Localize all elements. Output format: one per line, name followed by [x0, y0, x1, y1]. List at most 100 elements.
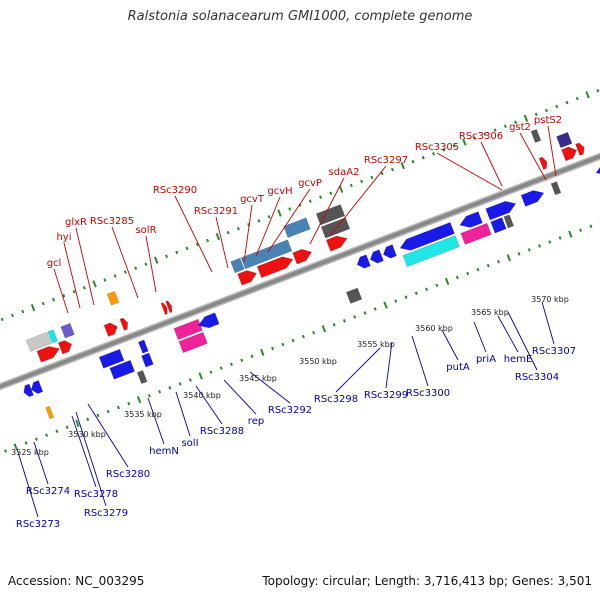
upper-tick [103, 278, 107, 282]
lower-tick [45, 433, 49, 437]
lower-gene-leader [249, 371, 291, 404]
lower-gene-leader [33, 441, 49, 485]
upper-tick [0, 317, 4, 322]
upper-tick [555, 104, 559, 109]
upper-tick [41, 301, 45, 306]
lower-gene-leader [385, 341, 393, 389]
upper-tick [432, 152, 435, 156]
lower-tick [34, 437, 38, 441]
gene-arrow [47, 329, 58, 344]
lower-gene-leader [473, 321, 487, 353]
upper-tick [349, 183, 353, 188]
lower-tick [383, 301, 388, 309]
lower-gene-label: RSc3304 [515, 372, 559, 383]
lower-gene-leader [195, 385, 223, 425]
upper-gene-leader [309, 177, 345, 245]
lower-gene-label: priA [476, 354, 496, 365]
scale-tick-label: 3540 kbp [183, 391, 221, 400]
gene-features [23, 128, 600, 420]
upper-tick [72, 290, 76, 294]
upper-tick [596, 88, 600, 93]
upper-tick [21, 309, 25, 314]
lower-gene-label: RSc3292 [268, 405, 312, 416]
lower-tick [373, 307, 377, 311]
lower-tick [444, 277, 450, 286]
lower-gene-leader [335, 347, 381, 393]
upper-gene-leader [255, 196, 281, 257]
upper-tick [390, 167, 394, 172]
upper-tick [123, 270, 127, 274]
lower-tick [363, 311, 367, 315]
lower-gene-leader [507, 311, 538, 371]
upper-tick [483, 132, 487, 136]
upper-tick [360, 179, 364, 184]
lower-tick [476, 267, 480, 272]
scale-tick-label: 3545 kbp [239, 374, 277, 383]
lower-tick [24, 441, 28, 445]
lower-tick [497, 259, 500, 264]
upper-tick [154, 256, 159, 264]
upper-gene-leader [436, 152, 503, 191]
lower-tick [178, 382, 182, 386]
gene-arrow [315, 204, 346, 226]
lower-tick [568, 230, 573, 238]
lower-tick [250, 354, 254, 359]
lower-gene-leader [75, 411, 107, 507]
lower-tick [589, 224, 593, 228]
lower-tick [65, 425, 69, 430]
lower-tick [96, 413, 100, 418]
upper-gene-label: gcvT [240, 194, 265, 205]
lower-gene-label: hemE [504, 354, 533, 365]
lower-tick [332, 323, 336, 327]
lower-tick [271, 346, 275, 351]
map-title: Ralstonia solanacearum GMI1000, complete… [127, 9, 473, 24]
gene-arrow [45, 405, 55, 420]
upper-tick [380, 171, 384, 176]
gene-arrow [23, 383, 34, 398]
lower-gene-leader [541, 301, 555, 345]
lower-tick [13, 443, 19, 451]
gene-arrow [503, 214, 515, 229]
lower-tick [127, 401, 131, 406]
lower-gene-leader [175, 391, 191, 437]
upper-tick [236, 226, 240, 231]
lower-tick [558, 236, 562, 240]
gene-arrow [538, 156, 548, 170]
lower-gene-label: RSc3298 [314, 394, 358, 405]
scale-tick-label: 3570 kbp [531, 295, 569, 304]
gene-arrow [36, 346, 60, 363]
gene-arrow [136, 370, 148, 385]
lower-tick [321, 325, 327, 333]
upper-gene-label: RSc3305 [415, 142, 459, 153]
gene-arrow [60, 322, 75, 339]
gene-arrow [138, 339, 149, 354]
upper-tick [30, 303, 36, 312]
upper-gene-leader [63, 242, 81, 309]
backbone-line [0, 154, 600, 389]
lower-tick [404, 295, 408, 299]
lower-tick [353, 315, 357, 319]
upper-tick [523, 114, 529, 122]
lower-tick [209, 370, 213, 374]
upper-gene-label: RSc3291 [194, 206, 238, 217]
upper-tick [473, 136, 477, 140]
upper-tick [215, 232, 221, 241]
upper-tick [370, 175, 374, 180]
gene-arrow [320, 217, 351, 239]
upper-gene-leader [243, 204, 253, 263]
scale-tick-label: 3530 kbp [68, 430, 106, 439]
upper-gene-leader [145, 235, 157, 293]
upper-tick [442, 148, 446, 152]
upper-tick [462, 138, 467, 146]
genome-summary: Topology: circular; Length: 3,716,413 bp… [262, 574, 592, 588]
lower-tick [301, 334, 305, 339]
upper-tick [288, 207, 292, 211]
upper-tick [319, 195, 323, 199]
lower-tick [435, 283, 439, 288]
upper-gene-label: gcvP [298, 178, 322, 189]
lower-tick [414, 291, 418, 295]
upper-gene-leader [174, 195, 213, 273]
gene-arrow [382, 244, 397, 259]
